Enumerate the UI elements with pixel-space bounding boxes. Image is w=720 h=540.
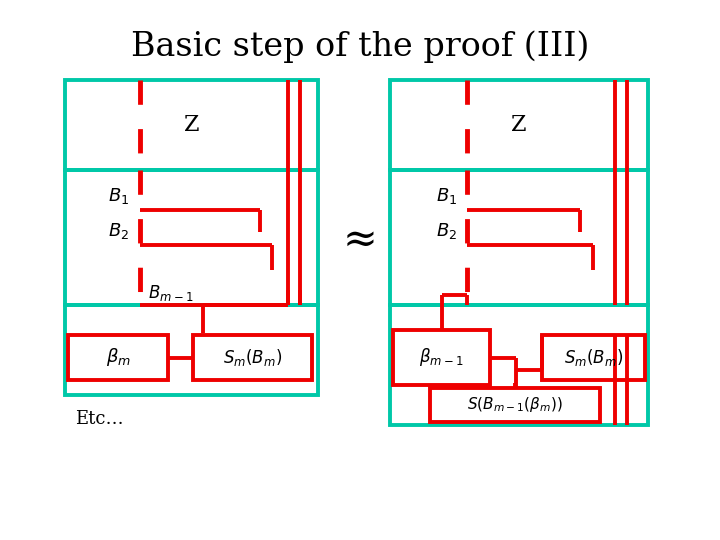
Bar: [193, 335, 312, 380]
Bar: [542, 335, 645, 380]
Bar: [65, 80, 318, 170]
Bar: [390, 80, 648, 170]
Text: $S_m(B_m)$: $S_m(B_m)$: [564, 347, 623, 368]
Text: $S(B_{m-1}(\beta_m))$: $S(B_{m-1}(\beta_m))$: [467, 395, 563, 415]
Text: $S_m(B_m)$: $S_m(B_m)$: [223, 347, 282, 368]
Text: $B_2$: $B_2$: [108, 221, 129, 241]
Bar: [68, 335, 168, 380]
Text: $B_1$: $B_1$: [108, 186, 129, 206]
Bar: [390, 170, 648, 305]
Text: Z: Z: [511, 114, 527, 136]
Text: $\beta_{m-1}$: $\beta_{m-1}$: [419, 347, 464, 368]
Text: $B_{m-1}$: $B_{m-1}$: [148, 283, 194, 303]
Bar: [65, 170, 318, 305]
Bar: [430, 388, 600, 422]
Bar: [393, 330, 490, 385]
Bar: [65, 305, 318, 395]
Text: $\beta_m$: $\beta_m$: [106, 347, 130, 368]
Text: $B_1$: $B_1$: [436, 186, 457, 206]
Text: Z: Z: [184, 114, 199, 136]
Text: ≈: ≈: [343, 219, 377, 261]
Text: Basic step of the proof (III): Basic step of the proof (III): [131, 30, 589, 63]
Text: Etc…: Etc…: [75, 410, 124, 428]
Bar: [390, 305, 648, 425]
Text: $B_2$: $B_2$: [436, 221, 457, 241]
